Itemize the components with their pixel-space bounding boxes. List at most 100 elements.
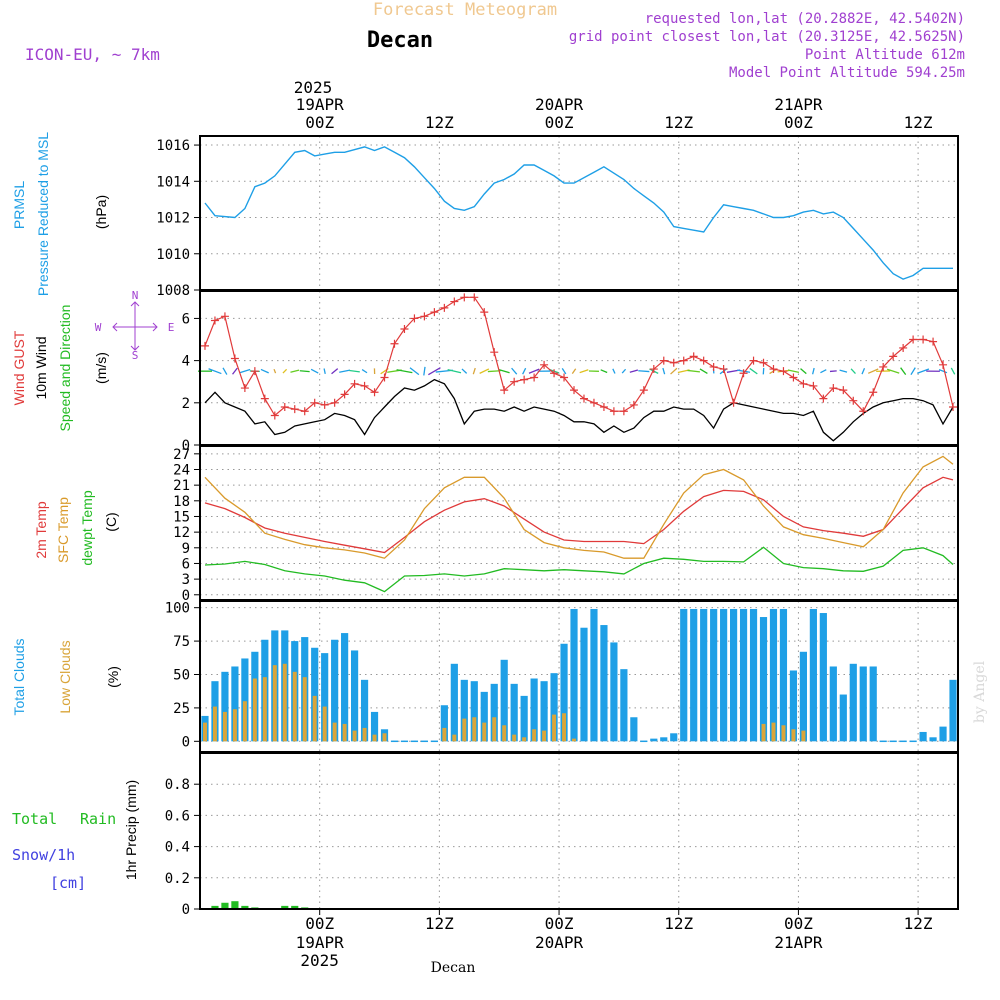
low-clouds-bar [572, 738, 576, 742]
wind-direction-arrow [638, 370, 650, 373]
low-clouds-bar [512, 734, 517, 742]
top-date-label: 20APR [535, 95, 584, 114]
clouds-labels: Total Clouds Low Clouds (%) [11, 638, 121, 715]
wind-direction-arrow [260, 368, 269, 374]
y-tick-label: 0.4 [165, 840, 190, 856]
wind-direction-arrow [232, 367, 238, 375]
total-clouds-bar [670, 733, 678, 742]
top-time-label: 00Z [784, 113, 813, 132]
gust-marker [410, 314, 419, 323]
wind-direction-arrow [938, 369, 948, 374]
total-clouds-bar [321, 653, 329, 742]
wind-direction-arrow [579, 369, 589, 374]
wind-panel: 0 2 4 6 [182, 290, 959, 454]
requested-coords: requested lon,lat (20.2882E, 42.5402N) [645, 11, 965, 27]
y-tick-label: 0 [182, 734, 190, 750]
total-clouds-bar [749, 609, 758, 742]
gust-marker [799, 379, 808, 388]
model-altitude: Model Point Altitude 594.25m [729, 65, 965, 81]
top-time-label: 00Z [545, 113, 574, 132]
wind-direction-arrow [331, 368, 339, 375]
gust-marker [200, 341, 209, 350]
wind-direction-arrow [612, 368, 616, 374]
wind-direction-arrow [310, 368, 319, 374]
gust-marker [729, 398, 738, 407]
temp2m-label: 2m Temp [33, 501, 49, 559]
bottom-date-label: 21APR [774, 933, 823, 952]
rain-bar [211, 905, 219, 909]
wind-direction-arrow [447, 368, 462, 374]
gust-marker [230, 354, 239, 363]
y-tick-label: 24 [173, 462, 190, 478]
y-tick-label: 15 [173, 509, 190, 525]
gust-marker [829, 384, 838, 393]
bottom-time-label: 00Z [305, 914, 334, 933]
y-tick-label: 1016 [156, 138, 190, 154]
wind-direction-arrow [886, 368, 900, 374]
gust-marker [360, 381, 369, 390]
gust-marker [649, 365, 658, 374]
gust-marker [570, 386, 579, 395]
rain-bar [221, 902, 229, 909]
total-clouds-bar [480, 691, 488, 742]
dewpoint-line [204, 546, 954, 593]
wind-direction-arrow [461, 368, 468, 374]
wind-direction-arrow [867, 368, 879, 374]
gust-marker [929, 337, 938, 346]
low-clouds-bar [292, 671, 297, 742]
bottom-date-label: 20APR [535, 933, 584, 952]
wind-direction-arrow [361, 369, 368, 374]
total-clouds-bar [600, 625, 608, 742]
low-clouds-bar [232, 709, 237, 742]
gust-marker [470, 293, 479, 302]
gust-marker [939, 360, 948, 369]
gust-marker [779, 367, 788, 376]
low-clouds-bar [222, 711, 227, 742]
rain-bar [291, 905, 299, 909]
y-tick-label: 0.8 [165, 777, 190, 793]
total-clouds-bar [470, 681, 478, 742]
rain-bar [281, 905, 289, 909]
wind-direction-arrow [850, 368, 856, 374]
sfctemp-line [204, 455, 954, 559]
panel-background [200, 753, 958, 909]
wind10m-line [204, 378, 954, 442]
wind-direction-arrow [511, 367, 518, 375]
location-title: Decan [367, 28, 433, 53]
total-clouds-bar [570, 609, 578, 742]
gust-marker [589, 398, 598, 407]
rain-label: Rain [80, 810, 116, 828]
pressure-msl-label: Pressure Reduced to MSL [35, 132, 51, 296]
top-date-label: 19APR [296, 95, 345, 114]
point-altitude: Point Altitude 612m [805, 47, 965, 63]
wind-direction-arrow [900, 367, 907, 376]
y-tick-label: 0.2 [165, 871, 190, 887]
gust-marker [819, 394, 828, 403]
temp-unit: (C) [103, 512, 119, 531]
wind-direction-arrow [528, 368, 540, 374]
gust-marker [889, 352, 898, 361]
total-clouds-bar [660, 737, 668, 742]
wind-direction-arrow [571, 368, 577, 374]
precip-panel: 0 0.2 0.4 0.6 0.8 [165, 752, 959, 918]
total-clouds-bar [690, 609, 698, 742]
wind-direction-arrow [861, 367, 866, 375]
wind-direction-arrow [479, 368, 490, 374]
panel-background [200, 136, 958, 290]
wind-direction-arrow [561, 368, 567, 375]
low-clouds-bar [332, 722, 337, 742]
total-clouds-bar [650, 738, 658, 742]
bottom-date-label: 19APR [296, 933, 345, 952]
total-clouds-bar [739, 609, 748, 742]
compass-e: E [168, 321, 175, 334]
gust-marker [320, 400, 329, 409]
gust-marker [839, 386, 848, 395]
total-clouds-bar [331, 639, 339, 742]
precip-labels: Total Rain Snow/1h [cm] 1hr Precip (mm) [12, 780, 139, 892]
total-clouds-bar [510, 683, 518, 742]
wind-direction-arrow [621, 368, 627, 374]
wind-direction-arrow [787, 369, 800, 373]
wind-direction-arrow [662, 367, 666, 375]
gust-marker [560, 373, 569, 382]
